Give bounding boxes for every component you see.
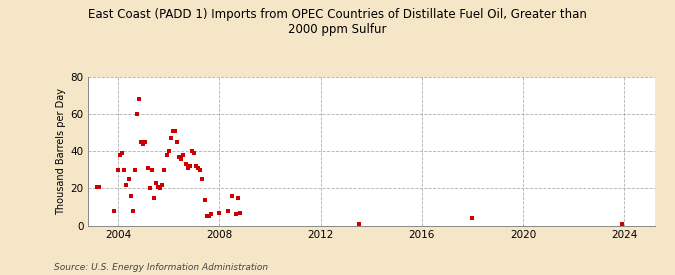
Point — [195, 167, 206, 172]
Point — [113, 167, 124, 172]
Point — [206, 212, 217, 217]
Point — [153, 184, 163, 189]
Point — [353, 221, 364, 226]
Point — [126, 194, 136, 198]
Point — [115, 153, 126, 157]
Point — [130, 167, 140, 172]
Point — [151, 181, 161, 185]
Point — [94, 184, 105, 189]
Point — [233, 196, 244, 200]
Point — [180, 162, 191, 166]
Point — [235, 210, 246, 215]
Point — [92, 184, 103, 189]
Point — [132, 112, 142, 116]
Point — [121, 183, 132, 187]
Point — [176, 156, 187, 161]
Point — [197, 177, 208, 181]
Point — [174, 155, 185, 159]
Point — [214, 210, 225, 215]
Point — [222, 208, 233, 213]
Point — [159, 167, 170, 172]
Point — [109, 208, 119, 213]
Point — [201, 214, 212, 218]
Point — [148, 196, 159, 200]
Point — [124, 177, 134, 181]
Point — [128, 208, 138, 213]
Point — [119, 167, 130, 172]
Point — [227, 194, 238, 198]
Point — [134, 97, 144, 101]
Point — [193, 166, 204, 170]
Point — [186, 149, 197, 153]
Point — [136, 140, 146, 144]
Point — [165, 136, 176, 141]
Text: Source: U.S. Energy Information Administration: Source: U.S. Energy Information Administ… — [54, 263, 268, 272]
Point — [155, 186, 166, 191]
Point — [117, 151, 128, 155]
Point — [467, 216, 478, 220]
Point — [138, 142, 148, 146]
Point — [144, 186, 155, 191]
Point — [617, 221, 628, 226]
Point — [184, 164, 195, 168]
Point — [188, 151, 200, 155]
Text: East Coast (PADD 1) Imports from OPEC Countries of Distillate Fuel Oil, Greater : East Coast (PADD 1) Imports from OPEC Co… — [88, 8, 587, 36]
Point — [203, 214, 214, 218]
Point — [169, 129, 180, 133]
Point — [140, 140, 151, 144]
Point — [178, 153, 189, 157]
Point — [171, 140, 182, 144]
Point — [182, 166, 193, 170]
Point — [199, 197, 210, 202]
Point — [163, 149, 174, 153]
Point — [146, 167, 157, 172]
Point — [161, 153, 172, 157]
Point — [167, 129, 178, 133]
Point — [157, 183, 168, 187]
Point — [231, 212, 242, 217]
Y-axis label: Thousand Barrels per Day: Thousand Barrels per Day — [56, 88, 66, 215]
Point — [190, 164, 201, 168]
Point — [142, 166, 153, 170]
